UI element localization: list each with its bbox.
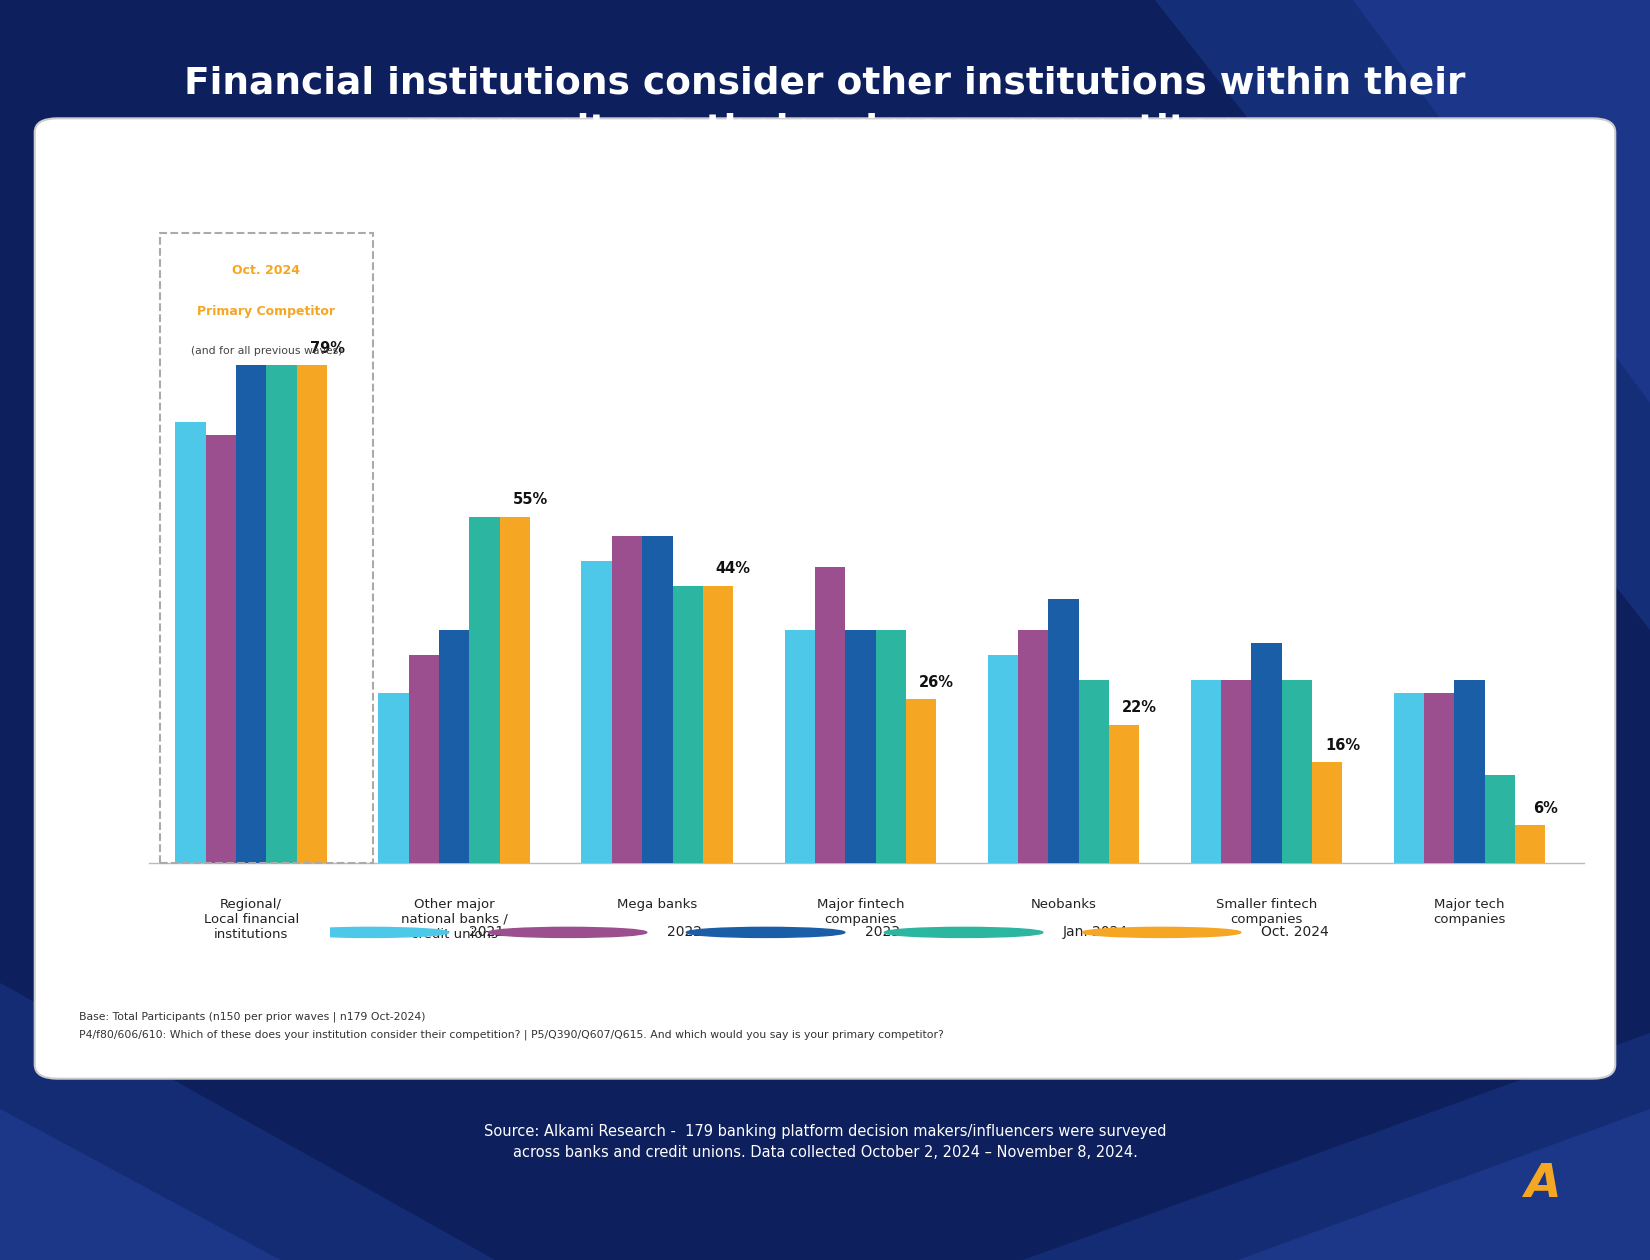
- Polygon shape: [1238, 1109, 1650, 1260]
- Bar: [703, 586, 733, 863]
- Circle shape: [1082, 927, 1241, 937]
- Text: 26%: 26%: [919, 675, 954, 690]
- Text: Regional/
Local financial
institutions: Regional/ Local financial institutions: [203, 897, 299, 941]
- Text: (and for all previous waves): (and for all previous waves): [191, 346, 342, 357]
- Bar: [876, 630, 906, 863]
- Text: Mega banks: Mega banks: [617, 897, 698, 911]
- Bar: [1515, 825, 1546, 863]
- Bar: [1282, 680, 1312, 863]
- Bar: [581, 561, 612, 863]
- FancyBboxPatch shape: [35, 118, 1615, 1079]
- Bar: [500, 517, 530, 863]
- Text: Base: Total Participants (n150 per prior waves | n179 Oct-2024): Base: Total Participants (n150 per prior…: [79, 1012, 426, 1022]
- Polygon shape: [1155, 0, 1650, 630]
- Text: 55%: 55%: [513, 493, 548, 508]
- Bar: [1312, 762, 1343, 863]
- Text: Source: Alkami Research -  179 banking platform decision makers/influencers were: Source: Alkami Research - 179 banking pl…: [483, 1124, 1167, 1159]
- Text: Jan. 2024: Jan. 2024: [1063, 925, 1127, 940]
- Bar: [1018, 630, 1048, 863]
- Bar: [642, 536, 673, 863]
- Bar: [266, 365, 297, 863]
- Text: 16%: 16%: [1325, 738, 1360, 753]
- Text: Neobanks: Neobanks: [1031, 897, 1096, 911]
- Bar: [612, 536, 642, 863]
- Text: 44%: 44%: [716, 562, 751, 577]
- Text: 2023: 2023: [865, 925, 899, 940]
- Bar: [1109, 724, 1140, 863]
- Bar: [1251, 643, 1282, 863]
- Bar: [236, 365, 266, 863]
- Text: Primary Competitor: Primary Competitor: [198, 305, 335, 319]
- Circle shape: [488, 927, 647, 937]
- Text: Oct. 2024: Oct. 2024: [1261, 925, 1328, 940]
- Bar: [297, 365, 327, 863]
- Text: Smaller fintech
companies: Smaller fintech companies: [1216, 897, 1317, 926]
- Polygon shape: [1353, 0, 1650, 403]
- Bar: [409, 655, 439, 863]
- Text: 6%: 6%: [1533, 801, 1558, 816]
- Text: Major tech
companies: Major tech companies: [1434, 897, 1506, 926]
- Bar: [906, 699, 936, 863]
- Polygon shape: [1023, 1033, 1650, 1260]
- Bar: [439, 630, 470, 863]
- Text: Oct. 2024: Oct. 2024: [233, 265, 300, 277]
- Bar: [1048, 598, 1079, 863]
- Circle shape: [686, 927, 845, 937]
- Bar: [1191, 680, 1221, 863]
- Circle shape: [290, 927, 449, 937]
- Bar: [815, 567, 845, 863]
- Text: Major fintech
companies: Major fintech companies: [817, 897, 904, 926]
- Bar: [1079, 680, 1109, 863]
- Text: A: A: [1525, 1162, 1561, 1207]
- Bar: [673, 586, 703, 863]
- Polygon shape: [0, 1109, 280, 1260]
- Bar: [1394, 693, 1424, 863]
- Bar: [784, 630, 815, 863]
- Bar: [378, 693, 409, 863]
- Circle shape: [884, 927, 1043, 937]
- Text: 2021: 2021: [469, 925, 503, 940]
- Text: Financial institutions consider other institutions within their
community as the: Financial institutions consider other in…: [185, 66, 1465, 149]
- Bar: [1485, 775, 1515, 863]
- Text: Other major
national banks /
credit unions: Other major national banks / credit unio…: [401, 897, 508, 941]
- Text: 79%: 79%: [310, 341, 345, 357]
- Text: 2022: 2022: [667, 925, 701, 940]
- Text: P4/f80/606/610: Which of these does your institution consider their competition?: P4/f80/606/610: Which of these does your…: [79, 1029, 944, 1039]
- Bar: [175, 422, 206, 863]
- Bar: [1424, 693, 1454, 863]
- Text: 22%: 22%: [1122, 701, 1157, 716]
- Bar: [470, 517, 500, 863]
- Bar: [206, 435, 236, 863]
- Bar: [1221, 680, 1251, 863]
- Bar: [845, 630, 876, 863]
- Polygon shape: [0, 983, 495, 1260]
- Bar: [1454, 680, 1485, 863]
- Bar: [988, 655, 1018, 863]
